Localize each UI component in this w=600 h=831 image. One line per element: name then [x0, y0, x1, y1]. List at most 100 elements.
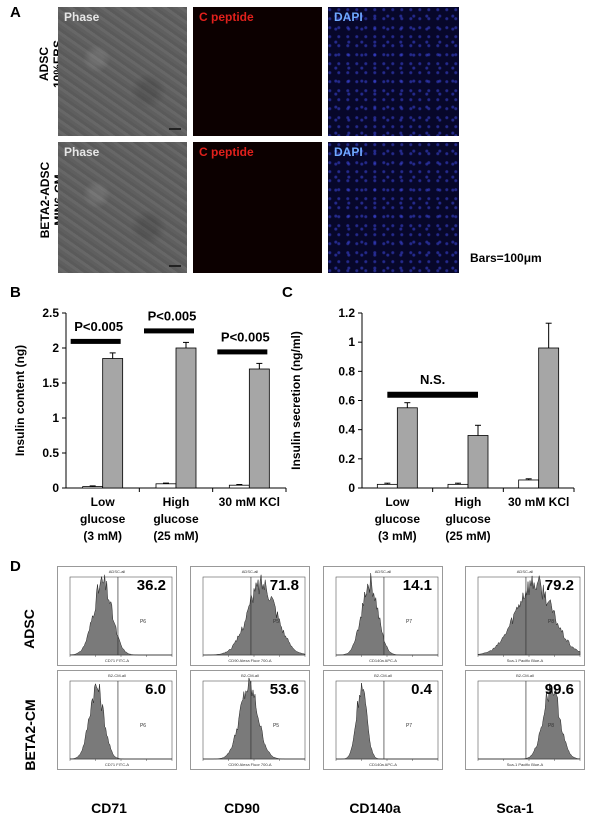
gate-label: P6: [139, 723, 147, 729]
insulin-secretion-chart: 0 0.2 0.4 0.6 0.8 1 1.2 Insulin secretion (ng/m…: [289, 306, 575, 543]
micrograph-adsc-dapi: DAPI: [328, 7, 459, 136]
histogram-curve: [336, 572, 438, 656]
bar: [538, 347, 560, 489]
x-category-label: Low: [91, 495, 116, 509]
x-category-label: High: [163, 495, 190, 509]
micrograph-adsc-cpeptide: C peptide: [193, 7, 322, 136]
x-category-label: (25 mM): [153, 529, 198, 543]
histogram-curve: [203, 574, 306, 656]
flow-histogram-cd90-adsc: ADSC-all CD90 Alexa Fluor 700-A P5 71.8: [190, 566, 310, 666]
y-tick-label: 0: [348, 481, 355, 495]
x-category-label: 30 mM KCl: [508, 495, 569, 509]
histogram-plot: [335, 680, 439, 761]
micrograph-beta2-cpeptide: C peptide: [193, 142, 322, 273]
flow-histogram-cd71-adsc: ADSC-all CD71 FITC-A P6 36.2: [57, 566, 177, 666]
x-category-label: (3 mM): [378, 529, 417, 543]
bar: [447, 483, 469, 489]
x-category-label: 30 mM KCl: [219, 495, 280, 509]
gate-label: P6: [139, 619, 147, 625]
y-tick-label: 0.4: [338, 423, 355, 437]
y-axis-label: Insulin secretion (ng/ml): [289, 331, 303, 470]
bar: [467, 435, 489, 489]
histogram-plot: [202, 574, 306, 657]
positive-percentage: 79.2: [544, 577, 574, 594]
histogram-curve: [69, 574, 172, 656]
histogram-title: ADSC-all: [516, 569, 534, 574]
channel-label-phase: Phase: [64, 10, 100, 24]
channel-label-dapi: DAPI: [334, 10, 363, 24]
histogram-title: ADSC-all: [241, 569, 259, 574]
bar: [82, 486, 104, 489]
significance-bar: [144, 328, 194, 334]
histogram-axis-label: CD140a APC-A: [369, 762, 397, 767]
gate-label: P5: [272, 723, 280, 729]
channel-label-cpeptide: C peptide: [199, 10, 254, 24]
y-tick-label: 2.5: [42, 306, 59, 320]
bar: [396, 407, 418, 489]
x-category-label: glucose: [445, 512, 491, 526]
bar: [102, 358, 124, 489]
flow-histogram-cd140a-adsc: ADSC-all CD140a APC-A P7 14.1: [323, 566, 443, 666]
flow-row-label-adsc: ADSC: [21, 609, 37, 649]
y-tick-label: 1.2: [338, 306, 355, 320]
scale-bar: [169, 265, 181, 267]
positive-percentage: 6.0: [145, 681, 166, 698]
flow-histogram-cd90-beta2cm: B2-CM-all CD90 Alexa Fluor 700-A P5 53.6: [190, 670, 310, 770]
bar: [228, 484, 250, 489]
gate-label: P8: [547, 619, 555, 625]
histogram-title: ADSC-all: [374, 569, 392, 574]
flow-row-label-beta2cm: BETA2-CM: [22, 699, 38, 771]
y-tick-label: 2: [52, 341, 59, 355]
y-tick-label: 1: [52, 411, 59, 425]
positive-percentage: 99.6: [544, 681, 574, 698]
marker-label-sca1: Sca-1: [496, 800, 534, 816]
ns-bar: [387, 391, 478, 398]
bar: [175, 347, 197, 489]
micrograph-beta2-phase: Phase: [58, 142, 187, 273]
positive-percentage: 0.4: [411, 681, 432, 698]
flow-histogram-cd71-beta2cm: B2-CM-all CD71 FITC-A P6 6.0: [57, 670, 177, 770]
histogram-plot: [335, 572, 439, 657]
x-category-label: (3 mM): [83, 529, 122, 543]
gate-label: P7: [405, 619, 413, 625]
histogram-plot: [69, 574, 173, 657]
histogram-curve: [478, 683, 581, 760]
histogram-title: B2-CM-all: [516, 673, 534, 678]
y-tick-label: 1.5: [42, 376, 59, 390]
histogram-axis-label: CD90 Alexa Fluor 700-A: [228, 762, 272, 767]
x-category-label: (25 mM): [445, 529, 490, 543]
histogram-plot: [202, 677, 306, 761]
histogram-curve: [69, 682, 172, 760]
panel-a-letter: A: [10, 4, 21, 21]
flow-histogram-cd140a-beta2cm: B2-CM-all CD140a APC-A P7 0.4: [323, 670, 443, 770]
histogram-plot: [69, 680, 173, 761]
histogram-title: B2-CM-all: [374, 673, 392, 678]
histogram-title: ADSC-all: [108, 569, 126, 574]
significance-label: P<0.005: [221, 329, 270, 344]
significance-bar: [70, 338, 121, 344]
histogram-title: B2-CM-all: [108, 673, 126, 678]
micrograph-beta2-dapi: DAPI: [328, 142, 459, 273]
row-label-line: BETA2-ADSC: [38, 161, 52, 239]
micrograph-adsc-phase: Phase: [58, 7, 187, 136]
flow-histogram-sca-1-adsc: ADSC-all Sca-1 Pacific Blue-A P8 79.2: [465, 566, 585, 666]
y-tick-label: 0: [52, 481, 59, 495]
y-tick-label: 0.6: [338, 394, 355, 408]
channel-label-phase: Phase: [64, 145, 100, 159]
row-label-line: ADSC: [37, 47, 51, 82]
gate-label: P5: [272, 619, 280, 625]
positive-percentage: 53.6: [269, 681, 299, 698]
histogram-axis-label: CD140a APC-A: [369, 658, 397, 663]
x-category-label: glucose: [80, 512, 126, 526]
marker-label-cd90: CD90: [224, 800, 260, 816]
x-category-label: Low: [385, 495, 410, 509]
gate-label: P8: [547, 723, 555, 729]
significance-bar: [217, 349, 268, 355]
y-tick-label: 0.2: [338, 452, 355, 466]
histogram-curve: [203, 677, 305, 760]
x-category-label: glucose: [153, 512, 199, 526]
positive-percentage: 71.8: [269, 577, 299, 594]
gate-label: P7: [405, 723, 413, 729]
channel-label-dapi: DAPI: [334, 145, 363, 159]
bar: [248, 368, 270, 489]
